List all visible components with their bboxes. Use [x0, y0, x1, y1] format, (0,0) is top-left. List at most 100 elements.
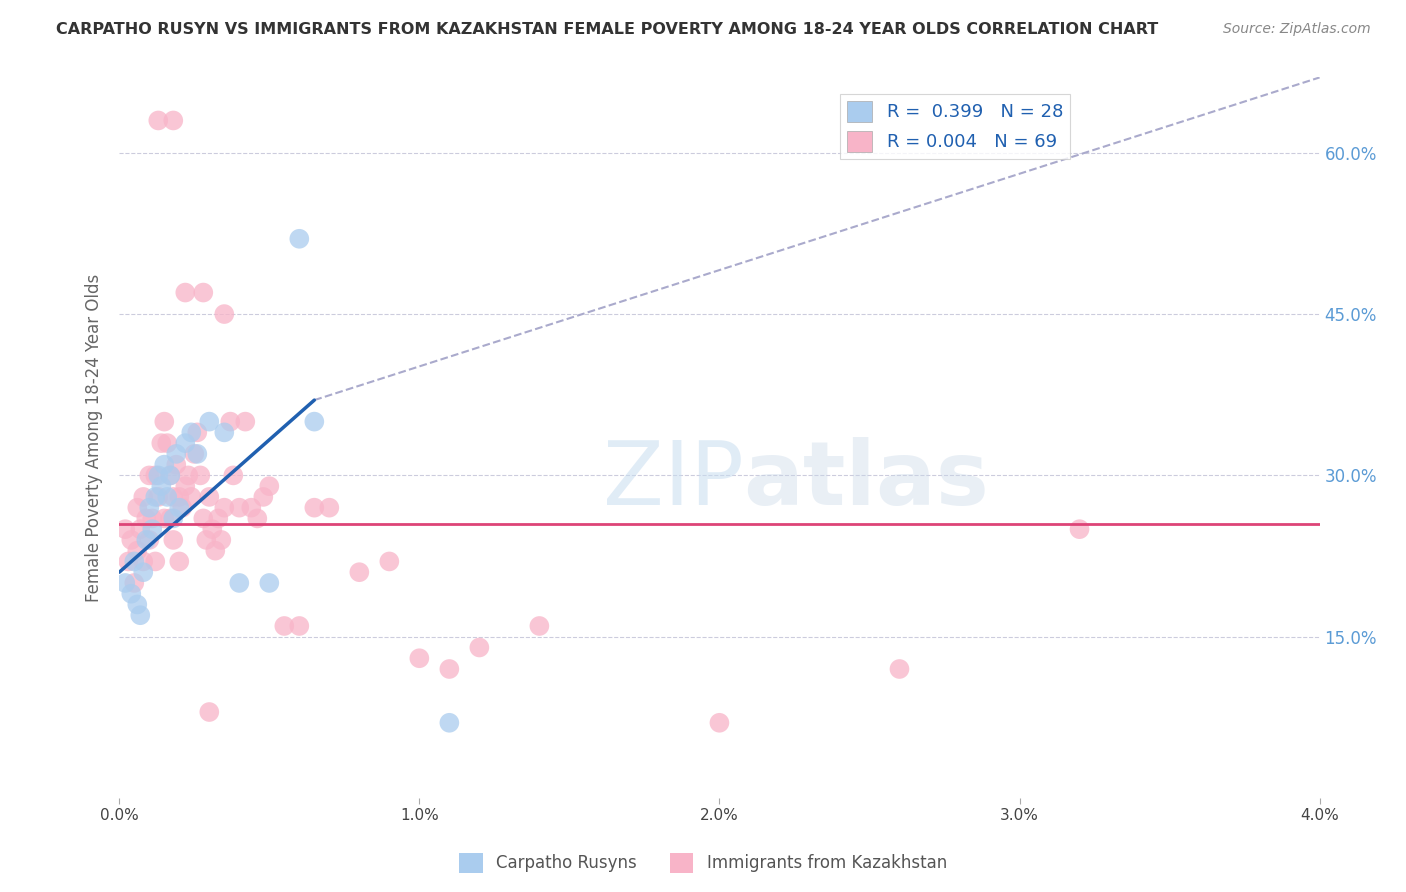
Point — [120, 533, 142, 547]
Legend: Carpatho Rusyns, Immigrants from Kazakhstan: Carpatho Rusyns, Immigrants from Kazakhs… — [453, 847, 953, 880]
Legend: R =  0.399   N = 28, R = 0.004   N = 69: R = 0.399 N = 28, R = 0.004 N = 69 — [839, 94, 1070, 159]
Point — [114, 522, 136, 536]
Point — [214, 425, 236, 440]
Point — [162, 533, 184, 547]
Point — [246, 511, 269, 525]
Point — [288, 232, 311, 246]
Point — [188, 468, 211, 483]
Point — [529, 619, 551, 633]
Point — [153, 458, 176, 472]
Point — [141, 522, 163, 536]
Point — [214, 500, 236, 515]
Point — [186, 425, 208, 440]
Point — [177, 468, 200, 483]
Point — [127, 543, 149, 558]
Text: CARPATHO RUSYN VS IMMIGRANTS FROM KAZAKHSTAN FEMALE POVERTY AMONG 18-24 YEAR OLD: CARPATHO RUSYN VS IMMIGRANTS FROM KAZAKH… — [56, 22, 1159, 37]
Point — [129, 608, 152, 623]
Point — [318, 500, 340, 515]
Point — [193, 285, 215, 300]
Point — [127, 500, 149, 515]
Point — [165, 458, 187, 472]
Point — [198, 490, 221, 504]
Point — [259, 479, 281, 493]
Point — [180, 425, 202, 440]
Point — [408, 651, 430, 665]
Y-axis label: Female Poverty Among 18-24 Year Olds: Female Poverty Among 18-24 Year Olds — [86, 274, 103, 602]
Point — [288, 619, 311, 633]
Point — [228, 500, 250, 515]
Point — [124, 554, 146, 568]
Point — [138, 500, 160, 515]
Point — [114, 576, 136, 591]
Point — [240, 500, 263, 515]
Point — [156, 490, 179, 504]
Point — [222, 468, 245, 483]
Point — [135, 511, 157, 525]
Point — [252, 490, 274, 504]
Point — [174, 436, 197, 450]
Point — [304, 415, 326, 429]
Point — [120, 587, 142, 601]
Point — [148, 113, 170, 128]
Point — [159, 468, 181, 483]
Point — [174, 285, 197, 300]
Point — [143, 468, 166, 483]
Point — [129, 522, 152, 536]
Point — [233, 415, 256, 429]
Point — [165, 447, 187, 461]
Point — [378, 554, 401, 568]
Point — [468, 640, 491, 655]
Point — [132, 490, 155, 504]
Point — [214, 307, 236, 321]
Text: Source: ZipAtlas.com: Source: ZipAtlas.com — [1223, 22, 1371, 37]
Point — [207, 511, 229, 525]
Point — [141, 511, 163, 525]
Point — [186, 447, 208, 461]
Point — [349, 565, 371, 579]
Point — [889, 662, 911, 676]
Point — [201, 522, 224, 536]
Point — [153, 415, 176, 429]
Point — [209, 533, 232, 547]
Point — [180, 490, 202, 504]
Point — [198, 415, 221, 429]
Point — [219, 415, 242, 429]
Point — [273, 619, 295, 633]
Point — [439, 662, 461, 676]
Point — [172, 500, 194, 515]
Point — [162, 113, 184, 128]
Point — [169, 500, 191, 515]
Point — [156, 436, 179, 450]
Point — [169, 554, 191, 568]
Point — [304, 500, 326, 515]
Point — [135, 533, 157, 547]
Point — [1069, 522, 1091, 536]
Point — [148, 468, 170, 483]
Point — [124, 576, 146, 591]
Point — [174, 479, 197, 493]
Point — [159, 511, 181, 525]
Point — [169, 490, 191, 504]
Point — [259, 576, 281, 591]
Point — [138, 533, 160, 547]
Text: ZIP: ZIP — [603, 437, 744, 524]
Point — [127, 598, 149, 612]
Point — [439, 715, 461, 730]
Point — [228, 576, 250, 591]
Point — [183, 447, 205, 461]
Point — [117, 554, 139, 568]
Point — [159, 468, 181, 483]
Point — [198, 705, 221, 719]
Point — [150, 479, 173, 493]
Point — [193, 511, 215, 525]
Point — [195, 533, 218, 547]
Point — [162, 490, 184, 504]
Point — [709, 715, 731, 730]
Point — [162, 511, 184, 525]
Point — [143, 554, 166, 568]
Point — [132, 554, 155, 568]
Point — [150, 436, 173, 450]
Point — [132, 565, 155, 579]
Point — [138, 468, 160, 483]
Point — [204, 543, 226, 558]
